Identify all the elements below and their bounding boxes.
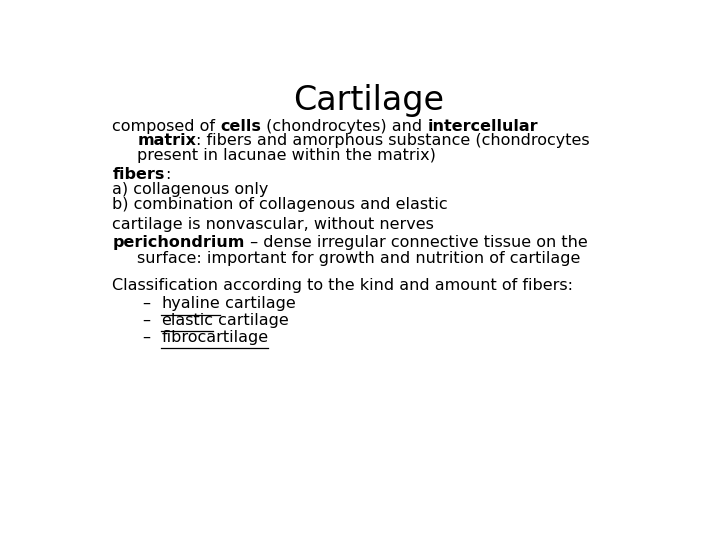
Text: elastic: elastic <box>161 313 213 328</box>
Text: –: – <box>143 313 161 328</box>
Text: – dense irregular connective tissue on the: – dense irregular connective tissue on t… <box>245 235 588 250</box>
Text: surface: important for growth and nutrition of cartilage: surface: important for growth and nutrit… <box>138 251 581 266</box>
Text: fibrocartilage: fibrocartilage <box>161 329 269 345</box>
Text: –: – <box>143 329 161 345</box>
Text: composed of: composed of <box>112 119 220 134</box>
Text: present in lacunae within the matrix): present in lacunae within the matrix) <box>138 148 436 163</box>
Text: cartilage is nonvascular, without nerves: cartilage is nonvascular, without nerves <box>112 217 434 232</box>
Text: a) collagenous only: a) collagenous only <box>112 182 269 197</box>
Text: intercellular: intercellular <box>428 119 538 134</box>
Text: cells: cells <box>220 119 261 134</box>
Text: fibers: fibers <box>112 167 165 181</box>
Text: –: – <box>143 296 161 312</box>
Text: (chondrocytes) and: (chondrocytes) and <box>261 119 428 134</box>
Text: Classification according to the kind and amount of fibers:: Classification according to the kind and… <box>112 278 573 293</box>
Text: hyaline: hyaline <box>161 296 220 312</box>
Text: :: : <box>165 167 170 181</box>
Text: b) combination of collagenous and elastic: b) combination of collagenous and elasti… <box>112 198 448 212</box>
Text: cartilage: cartilage <box>213 313 289 328</box>
Text: Cartilage: Cartilage <box>294 84 444 117</box>
Text: cartilage: cartilage <box>220 296 296 312</box>
Text: perichondrium: perichondrium <box>112 235 245 250</box>
Text: matrix: matrix <box>138 133 197 148</box>
Text: : fibers and amorphous substance (chondrocytes: : fibers and amorphous substance (chondr… <box>197 133 590 148</box>
